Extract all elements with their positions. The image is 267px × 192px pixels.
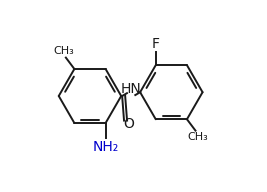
Text: F: F — [152, 37, 160, 51]
Text: CH₃: CH₃ — [187, 132, 208, 142]
Text: NH₂: NH₂ — [92, 140, 119, 154]
Text: HN: HN — [121, 82, 142, 96]
Text: O: O — [123, 117, 134, 131]
Text: CH₃: CH₃ — [54, 46, 74, 56]
